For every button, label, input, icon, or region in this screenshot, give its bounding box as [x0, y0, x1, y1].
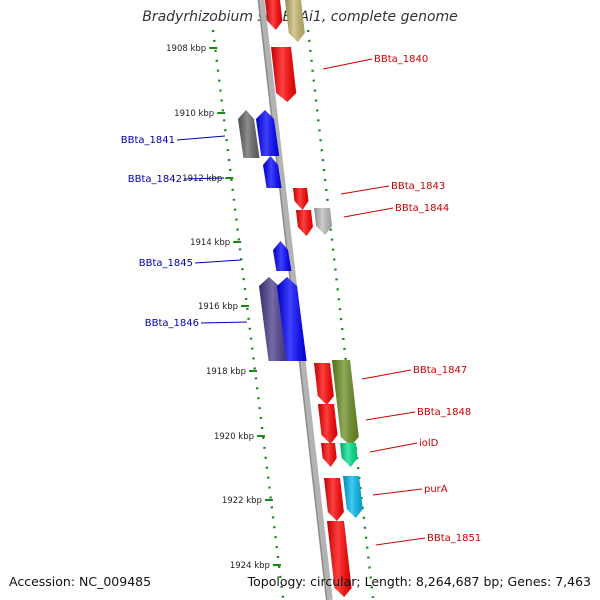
gene-leader-line — [322, 58, 373, 70]
gene-feature-shade-8 — [314, 208, 333, 235]
gene-feature-shade-13 — [332, 360, 359, 446]
gene-feature-shade-15 — [321, 443, 337, 467]
gene-feature-shade-14 — [318, 404, 338, 444]
gene-feature-shade-3 — [238, 110, 260, 158]
kbp-tick-label: 1914 kbp — [190, 238, 230, 248]
genome-summary-text: Topology: circular; Length: 8,264,687 bp… — [247, 574, 591, 589]
gene-feature-shade-2 — [271, 47, 297, 102]
gene-leader-line — [200, 321, 248, 324]
gene-leader-line — [361, 369, 412, 380]
gene-leader-line — [365, 411, 416, 421]
kbp-tick-label: 1922 kbp — [222, 496, 262, 506]
gene-feature-shade-6 — [293, 188, 309, 210]
gene-feature-shade-12 — [314, 363, 334, 405]
gene-feature-shade-19 — [327, 521, 352, 597]
gene-feature-shade-16 — [340, 443, 358, 467]
gene-label[interactable]: BBta_1845 — [139, 258, 193, 269]
gene-label[interactable]: BBta_1847 — [413, 365, 467, 376]
gene-label[interactable]: BBta_1842 — [128, 174, 182, 185]
gene-leader-line — [372, 488, 423, 496]
gene-leader-line — [194, 259, 242, 264]
gene-feature-shade-4 — [256, 110, 280, 156]
gene-label[interactable]: BBta_1841 — [121, 135, 175, 146]
gene-feature-shade-1 — [285, 0, 305, 42]
gene-leader-line — [343, 207, 394, 218]
kbp-tick-label: 1918 kbp — [206, 367, 246, 377]
gene-leader-line — [369, 442, 418, 453]
gene-label[interactable]: BBta_1846 — [145, 318, 199, 329]
gene-feature-shade-17 — [324, 478, 344, 521]
gene-feature-shade-9 — [273, 241, 292, 271]
gene-label[interactable]: iolD — [419, 438, 439, 449]
kbp-tick-label: 1920 kbp — [214, 432, 254, 442]
gene-feature-shade-10 — [259, 277, 289, 361]
gene-feature-shade-18 — [343, 476, 363, 518]
gene-leader-line — [176, 135, 226, 141]
gene-label[interactable]: BBta_1848 — [417, 407, 471, 418]
gene-leader-line — [375, 537, 426, 546]
gene-feature-shade-0 — [265, 0, 283, 30]
gene-feature-shade-11 — [277, 277, 307, 361]
gene-label[interactable]: BBta_1840 — [374, 54, 428, 65]
gene-label[interactable]: BBta_1844 — [395, 203, 449, 214]
gene-label[interactable]: BBta_1851 — [427, 533, 481, 544]
gene-label[interactable]: BBta_1843 — [391, 181, 445, 192]
kbp-tick-label: 1910 kbp — [174, 109, 214, 119]
gene-leader-line — [183, 177, 225, 180]
accession-text: Accession: NC_009485 — [9, 574, 152, 589]
kbp-tick-label: 1924 kbp — [230, 561, 270, 571]
kbp-tick-label: 1908 kbp — [166, 44, 206, 54]
kbp-tick-label: 1916 kbp — [198, 302, 238, 312]
gene-feature-shade-7 — [296, 210, 313, 236]
gene-leader-line — [340, 185, 390, 195]
gene-label[interactable]: purA — [424, 484, 448, 495]
gene-feature-shade-5 — [263, 156, 282, 188]
